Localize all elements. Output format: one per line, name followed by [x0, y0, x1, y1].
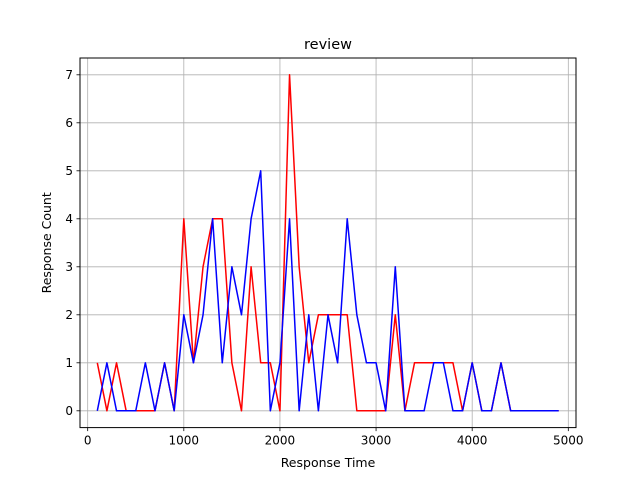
x-tick-label: 3000 — [361, 434, 392, 448]
y-tick-label: 6 — [65, 116, 73, 130]
series-lines — [96, 74, 559, 412]
series-line-1 — [96, 74, 559, 412]
y-tick-label: 1 — [65, 356, 73, 370]
x-tick-label: 2000 — [265, 434, 296, 448]
axis-ticks: 0 1000 2000 3000 4000 5000 0 1 2 3 4 5 6 7 — [65, 68, 583, 448]
y-tick-label: 7 — [65, 68, 73, 82]
grid-lines — [80, 58, 576, 428]
y-tick-label: 4 — [65, 212, 73, 226]
y-tick-label: 3 — [65, 260, 73, 274]
plot-frame — [79, 57, 577, 429]
x-tick-label: 4000 — [457, 434, 488, 448]
y-tick-label: 2 — [65, 308, 73, 322]
y-axis-label: Response Count — [39, 192, 54, 293]
y-tick-label: 5 — [65, 164, 73, 178]
x-tick-label: 0 — [84, 434, 92, 448]
y-tick-label: 0 — [65, 404, 73, 418]
x-axis-label: Response Time — [281, 455, 376, 470]
x-tick-label: 5000 — [553, 434, 584, 448]
x-tick-label: 1000 — [169, 434, 200, 448]
chart-title: review — [304, 37, 352, 53]
series-line-2 — [96, 170, 559, 412]
